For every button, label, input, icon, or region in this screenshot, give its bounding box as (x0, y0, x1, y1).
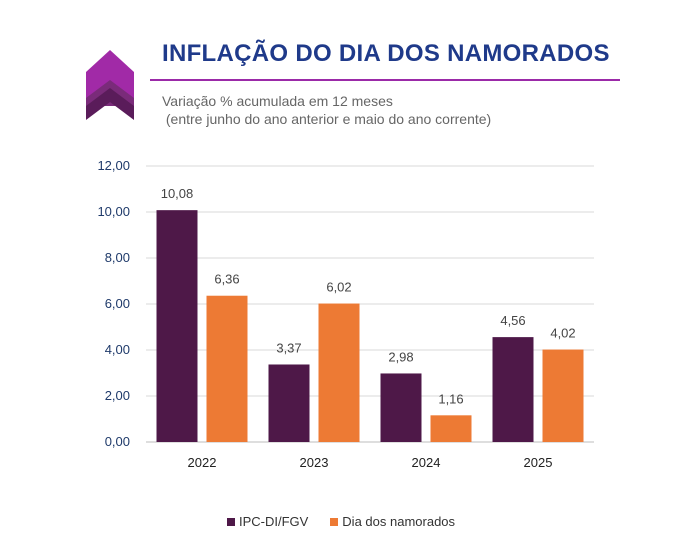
y-tick-label: 2,00 (105, 388, 130, 403)
data-label: 3,37 (276, 340, 301, 355)
legend-item: IPC-DI/FGV (226, 514, 309, 529)
bar-dia-namorados-2023 (318, 303, 360, 442)
subtitle-line-2: (entre junho do ano anterior e maio do a… (162, 111, 492, 127)
y-tick-label: 0,00 (105, 434, 130, 449)
legend-swatch (226, 517, 235, 526)
bar-ipc-2024 (380, 373, 422, 442)
bar-dia-namorados-2024 (430, 415, 472, 442)
y-tick-label: 10,00 (97, 204, 130, 219)
bar-dia-namorados-2025 (542, 349, 584, 442)
legend-label: IPC-DI/FGV (238, 514, 309, 529)
data-label: 10,08 (161, 186, 194, 201)
bar-dia-namorados-2022 (206, 295, 248, 442)
bar-ipc-2022 (156, 210, 198, 442)
x-tick-label: 2025 (524, 455, 553, 470)
x-tick-label: 2023 (300, 455, 329, 470)
data-label: 6,02 (326, 280, 351, 295)
y-tick-label: 4,00 (105, 342, 130, 357)
legend-label: Dia dos namorados (342, 514, 456, 529)
data-label: 4,02 (550, 326, 575, 341)
subtitle-line-1: Variação % acumulada em 12 meses (162, 93, 393, 109)
title-divider (150, 79, 620, 81)
y-tick-label: 12,00 (97, 158, 130, 173)
legend-swatch (330, 517, 339, 526)
data-label: 6,36 (214, 272, 239, 287)
x-tick-label: 2024 (412, 455, 441, 470)
legend-item: Dia dos namorados (330, 514, 455, 529)
bar-ipc-2023 (268, 364, 310, 442)
chart-legend: IPC-DI/FGV Dia dos namorados (0, 514, 682, 529)
chart-subtitle: Variação % acumulada em 12 meses (entre … (162, 92, 491, 128)
x-tick-label: 2022 (188, 455, 217, 470)
data-label: 1,16 (438, 391, 463, 406)
brand-logo (86, 50, 134, 120)
y-tick-label: 8,00 (105, 250, 130, 265)
bar-ipc-2025 (492, 337, 534, 442)
data-label: 2,98 (388, 349, 413, 364)
y-tick-label: 6,00 (105, 296, 130, 311)
data-label: 4,56 (500, 313, 525, 328)
chart-title: INFLAÇÃO DO DIA DOS NAMORADOS (162, 40, 610, 67)
